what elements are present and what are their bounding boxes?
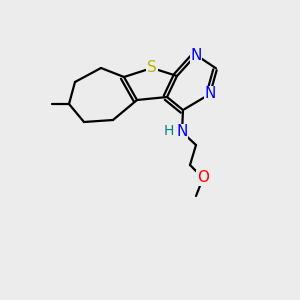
Text: H: H bbox=[164, 124, 174, 138]
Text: O: O bbox=[197, 170, 209, 185]
Text: N: N bbox=[176, 124, 188, 140]
Text: N: N bbox=[204, 86, 216, 101]
Text: S: S bbox=[147, 61, 157, 76]
Text: N: N bbox=[190, 47, 202, 62]
